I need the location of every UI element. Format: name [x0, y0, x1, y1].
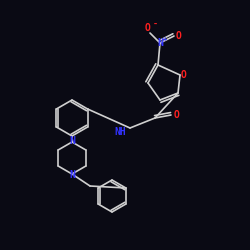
- Text: N: N: [157, 38, 163, 48]
- Text: O: O: [176, 31, 182, 41]
- Text: N: N: [69, 136, 75, 146]
- Text: NH: NH: [114, 127, 126, 137]
- Text: O: O: [181, 70, 187, 80]
- Text: +: +: [163, 36, 167, 42]
- Text: O: O: [145, 23, 151, 33]
- Text: O: O: [174, 110, 180, 120]
- Text: -: -: [152, 20, 158, 28]
- Text: N: N: [69, 170, 75, 180]
